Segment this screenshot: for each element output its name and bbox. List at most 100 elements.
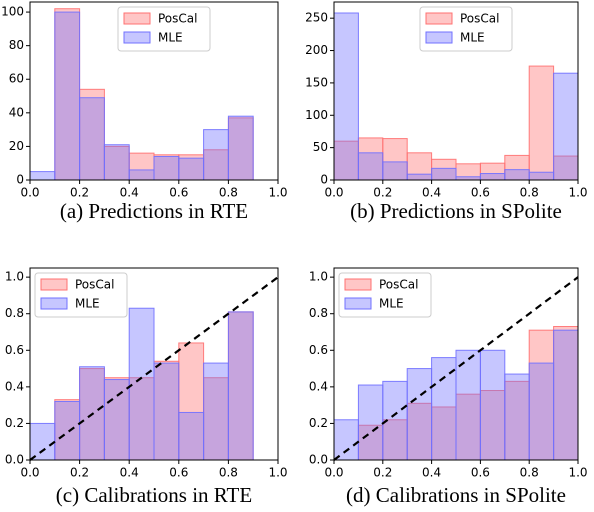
- histogram-bar: [333, 12, 359, 181]
- x-tick-label: 0.8: [219, 466, 238, 480]
- diagonal: [29, 276, 279, 461]
- y-tick-label: 0.4: [309, 379, 328, 393]
- histogram-bar: [504, 154, 530, 181]
- histogram-bar: [528, 65, 555, 181]
- x-tick-label: 0.6: [471, 186, 490, 200]
- histogram-bar: [54, 8, 81, 181]
- x-tick-label: 0.2: [70, 466, 89, 480]
- plot-frame: [29, 267, 279, 461]
- histogram-bar: [178, 342, 205, 461]
- y-tick-label: 0.2: [309, 416, 328, 430]
- x-tick-label: 0.6: [169, 466, 188, 480]
- x-tick-label: 0.0: [20, 466, 39, 480]
- histogram-bar: [455, 349, 481, 461]
- histogram-bar: [333, 140, 359, 181]
- histogram-bar: [357, 424, 384, 461]
- plot-frame: [29, 1, 279, 181]
- x-tick-label: 0.4: [422, 466, 441, 480]
- histogram-bar: [79, 97, 105, 181]
- x-tick-label: 0.8: [219, 186, 238, 200]
- histogram-bar: [54, 400, 81, 461]
- histogram-bar: [227, 311, 254, 461]
- histogram-bar: [455, 393, 481, 461]
- histogram-bar: [153, 155, 180, 181]
- y-tick-label: 0.6: [309, 343, 328, 357]
- histogram-bar: [103, 379, 130, 461]
- histogram-bar: [227, 115, 254, 181]
- y-tick-label: 100: [1, 5, 24, 19]
- x-tick-label: 0.8: [520, 466, 539, 480]
- histogram-bar: [479, 390, 506, 461]
- histogram-bar: [203, 129, 229, 181]
- x-tick-label: 1.0: [268, 186, 287, 200]
- x-axis-label: (b) Predictions in SPolite: [350, 199, 562, 223]
- histogram-bar: [553, 329, 579, 461]
- y-tick-label: 150: [305, 75, 328, 89]
- histogram-bar: [29, 171, 56, 181]
- x-tick-label: 1.0: [568, 466, 587, 480]
- legend-swatch: [40, 278, 68, 291]
- legend-box: [34, 272, 128, 318]
- x-tick-label: 0.0: [324, 466, 343, 480]
- x-axis-label: (d) Calibrations in SPolite: [346, 483, 566, 507]
- y-tick-label: 1.0: [5, 270, 24, 284]
- legend-swatch: [123, 31, 151, 44]
- histogram-bar: [227, 311, 254, 461]
- x-tick-label: 0.6: [471, 466, 490, 480]
- x-tick-label: 0.0: [324, 186, 343, 200]
- histogram-bar: [54, 399, 81, 461]
- legend-swatch: [344, 278, 372, 291]
- x-tick-label: 0.2: [70, 186, 89, 200]
- histogram-bar: [128, 169, 155, 181]
- histogram-bar: [203, 362, 229, 461]
- plot-frame: [333, 267, 579, 461]
- legend-label: MLE: [158, 31, 183, 45]
- histogram-bar: [203, 377, 229, 461]
- histogram-bar: [103, 377, 130, 461]
- histogram-bar: [406, 173, 433, 181]
- y-tick-label: 250: [305, 11, 328, 25]
- legend-box: [419, 6, 513, 52]
- histogram-bar: [528, 171, 555, 181]
- x-axis-label: (c) Calibrations in RTE: [56, 483, 252, 507]
- histogram-bar: [504, 373, 530, 461]
- histogram-bar: [528, 362, 555, 461]
- x-tick-label: 0.2: [373, 466, 392, 480]
- histogram-bar: [479, 349, 506, 461]
- y-tick-label: 40: [9, 105, 24, 119]
- y-tick-label: 100: [305, 108, 328, 122]
- x-tick-label: 0.2: [373, 186, 392, 200]
- x-tick-label: 1.0: [268, 466, 287, 480]
- histogram-bar: [79, 88, 105, 181]
- histogram-bar: [54, 11, 81, 181]
- x-tick-label: 0.0: [20, 186, 39, 200]
- y-tick-label: 0.0: [309, 453, 328, 467]
- y-tick-label: 0.8: [309, 306, 328, 320]
- y-tick-label: 0.0: [5, 453, 24, 467]
- histogram-bar: [406, 368, 433, 461]
- y-tick-label: 0: [320, 173, 328, 187]
- x-tick-label: 0.4: [120, 466, 139, 480]
- legend-label: MLE: [460, 31, 485, 45]
- legend-label: PosCal: [460, 12, 499, 26]
- y-tick-label: 200: [305, 43, 328, 57]
- y-tick-label: 0.2: [5, 416, 24, 430]
- histogram-bar: [333, 419, 359, 461]
- legend-swatch: [425, 12, 453, 25]
- histogram-bar: [103, 144, 130, 181]
- legend-swatch: [344, 297, 372, 310]
- y-tick-label: 0.6: [5, 343, 24, 357]
- y-tick-label: 0.4: [5, 379, 24, 393]
- diagonal: [333, 276, 579, 461]
- histogram-bar: [178, 411, 205, 461]
- legend-box: [338, 272, 432, 318]
- y-tick-label: 80: [9, 38, 24, 52]
- histogram-bar: [357, 152, 384, 181]
- legend-swatch: [40, 297, 68, 310]
- histogram-bar: [406, 402, 433, 461]
- y-tick-label: 0.8: [5, 306, 24, 320]
- legend-swatch: [425, 31, 453, 44]
- y-tick-label: 60: [9, 72, 24, 86]
- y-tick-label: 50: [313, 140, 328, 154]
